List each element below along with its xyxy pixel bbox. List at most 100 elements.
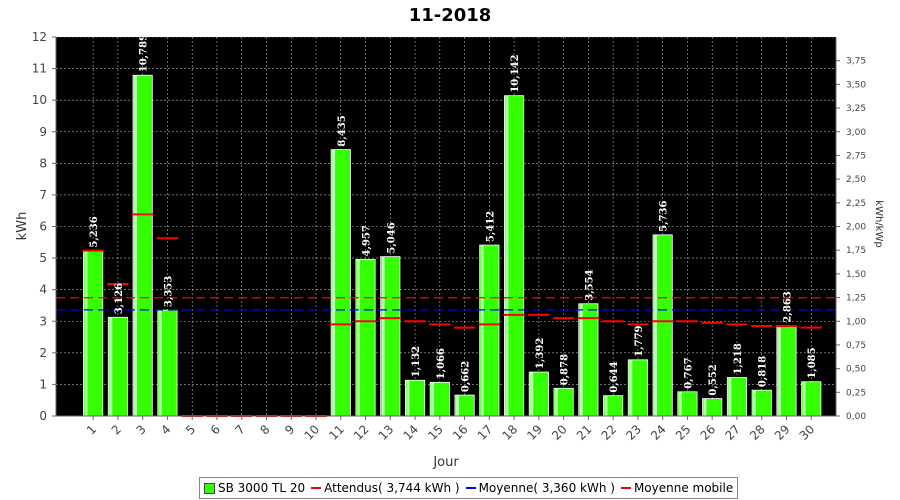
y2-tick-label: 2,75 [846,151,866,161]
x-tick-label: 19 [524,422,545,443]
x-tick-label: 20 [549,422,570,443]
x-tick-label: 3 [133,422,148,437]
data-label: 1,085 [807,347,818,378]
data-label: 1,066 [436,348,447,379]
data-label: 0,552 [708,364,719,395]
data-label: 1,132 [411,346,422,377]
bar-highlight [802,381,806,416]
legend-swatch-production [204,482,215,494]
x-tick-label: 16 [450,422,471,443]
bar-highlight [455,395,459,416]
reference-lines [56,297,836,311]
y2-axis-label: kWh/kWp [873,200,884,247]
bar-highlight [604,395,608,416]
bar-highlight [777,325,781,416]
legend-item-production: SB 3000 TL 20 [204,481,305,495]
x-tick-label: 30 [797,422,818,443]
data-label: 0,662 [461,361,472,392]
data-label: 4,957 [362,225,373,256]
data-label: 8,435 [337,115,348,146]
data-label: 5,412 [485,211,496,242]
bar-highlight [332,149,336,416]
legend-label-moving-average: Moyenne mobile [633,481,734,495]
legend-item-expected: Attendus( 3,744 kWh ) [311,481,460,495]
data-label: 0,878 [560,354,571,385]
data-label: 1,392 [535,338,546,369]
y-axis-label: kWh [15,212,30,241]
x-tick-label: 14 [400,422,421,443]
data-label: 10,789 [139,34,150,72]
x-tick-label: 13 [376,422,397,443]
bar-highlight [554,388,558,416]
bar-highlight [654,234,658,416]
y-tick-label: 12 [32,30,47,44]
y2-tick-label: 3,50 [846,80,866,90]
y2-tick-label: 0,75 [846,341,866,351]
bar-highlight [505,95,509,417]
x-tick-label: 21 [574,422,595,443]
y2-tick-label: 1,50 [846,270,866,280]
y-tick-label: 7 [39,188,47,202]
y2-tick-label: 1,25 [846,294,866,304]
x-tick-label: 25 [673,422,694,443]
x-axis-label: Jour [432,455,459,470]
x-tick-label: 8 [257,422,272,437]
data-label: 1,779 [634,325,645,356]
legend: SB 3000 TL 20 Attendus( 3,744 kWh ) Moye… [199,477,739,499]
data-label: 0,767 [683,357,694,388]
data-label: 2,863 [782,291,793,322]
y-tick-label: 10 [32,93,47,107]
x-tick-label: 28 [747,422,768,443]
x-tick-label: 12 [351,422,372,443]
legend-item-average: Moyenne( 3,360 kWh ) [465,481,615,495]
y2-tick-label: 3,25 [846,104,866,114]
y2-tick-label: 0,00 [846,412,866,422]
y-tick-label: 5 [39,251,47,265]
x-tick-label: 6 [208,422,223,437]
data-labels: 5,236 3,126 10,789 3,353 8,435 4,957 5,046 1,13… [89,34,818,396]
x-tick-label: 4 [158,422,173,437]
y-tick-label: 9 [39,125,47,139]
data-label: 3,353 [163,276,174,307]
bar-highlight [134,75,138,417]
x-tick-label: 2 [109,422,124,437]
bar-highlight [530,372,534,416]
y2-tick-label: 3,75 [846,57,866,67]
x-tick-label: 24 [648,422,669,443]
bar-highlight [753,390,757,416]
bar-highlight [678,391,682,416]
y-tick-label: 8 [39,156,47,170]
legend-label-expected: Attendus( 3,744 kWh ) [324,481,460,495]
data-label: 5,236 [89,216,100,247]
data-label: 3,554 [584,269,595,300]
data-label: 1,218 [733,343,744,374]
x-tick-label: 7 [233,422,248,437]
bar-highlight [356,259,360,416]
x-tick-label: 29 [772,422,793,443]
x-tick-label: 11 [326,422,347,443]
y2-tick-label: 1,00 [846,317,866,327]
y-tick-label: 0 [39,409,47,423]
bar-highlight [728,377,732,416]
x-tick-label: 15 [425,422,446,443]
y-tick-label: 1 [39,377,47,391]
y2-tick-label: 3,00 [846,128,866,138]
y2-tick-label: 2,00 [846,223,866,233]
chart-title: 11-2018 [409,5,492,26]
y2-tick-label: 2,25 [846,199,866,209]
bar-highlight [109,317,113,416]
x-tick-label: 1 [84,422,99,437]
legend-item-moving-average: Moyenne mobile [620,481,734,495]
y2-tick-label: 0,25 [846,388,866,398]
x-tick-label: 26 [698,422,719,443]
x-tick-label: 17 [475,422,496,443]
legend-swatch-moving-average [620,487,631,489]
y-tick-label: 2 [39,346,47,360]
bars [83,74,822,417]
y2-tick-label: 2,50 [846,175,866,185]
bar-highlight [406,380,410,416]
legend-label-average: Moyenne( 3,360 kWh ) [478,481,615,495]
y-tick-label: 3 [39,314,47,328]
x-tick-label: 9 [282,422,297,437]
